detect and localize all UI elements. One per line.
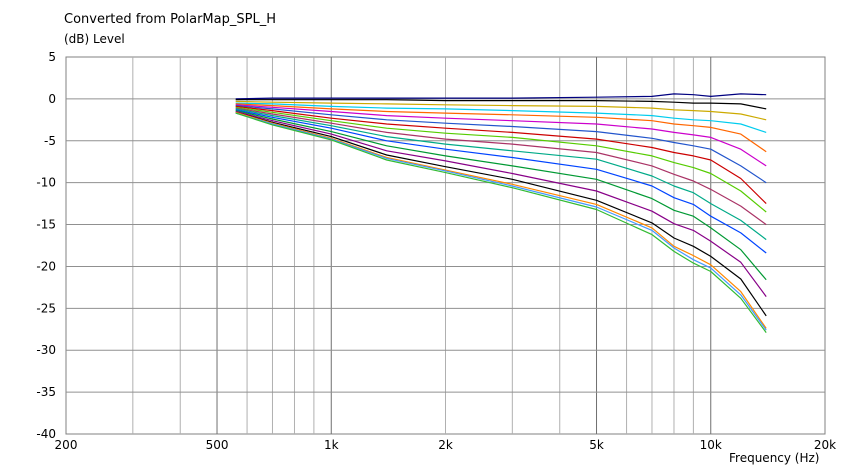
y-tick-label: -25	[36, 301, 56, 315]
y-tick-label: -5	[44, 134, 56, 148]
x-tick-label: 5k	[589, 438, 604, 452]
y-tick-label: -10	[36, 176, 56, 190]
series-line-9	[235, 106, 767, 213]
series-line-18	[235, 112, 767, 333]
series-line-7	[235, 105, 767, 184]
series-line-5	[235, 103, 767, 153]
x-axis-label: Frequency (Hz)	[729, 451, 820, 465]
chart-title: Converted from PolarMap_SPL_H	[64, 12, 276, 27]
x-tick-label: 1k	[324, 438, 339, 452]
y-tick-label: 0	[48, 92, 56, 106]
series-line-12	[235, 109, 767, 254]
y-tick-label: -20	[36, 259, 56, 273]
series-line-10	[235, 107, 767, 226]
series-line-4	[235, 102, 767, 133]
series-line-13	[235, 110, 767, 281]
series-line-17	[235, 112, 767, 331]
series-line-11	[235, 108, 767, 241]
x-tick-label: 500	[206, 438, 229, 452]
y-tick-label: 5	[48, 50, 56, 64]
series-line-8	[235, 105, 767, 205]
series-line-3	[235, 100, 767, 121]
y-tick-label: -35	[36, 385, 56, 399]
x-tick-label: 20k	[814, 438, 836, 452]
x-tick-label: 200	[55, 438, 78, 452]
y-axis-label: (dB) Level	[64, 32, 125, 46]
y-tick-label: -30	[36, 343, 56, 357]
series-line-15	[235, 111, 767, 317]
series-line-6	[235, 104, 767, 167]
series-line-14	[235, 110, 767, 297]
series-line-16	[235, 111, 767, 329]
y-tick-label: -15	[36, 218, 56, 232]
x-tick-label: 10k	[700, 438, 722, 452]
x-tick-label: 2k	[438, 438, 453, 452]
y-tick-label: -40	[36, 427, 56, 441]
series-line-2	[235, 99, 767, 110]
series-line-1	[235, 93, 767, 100]
